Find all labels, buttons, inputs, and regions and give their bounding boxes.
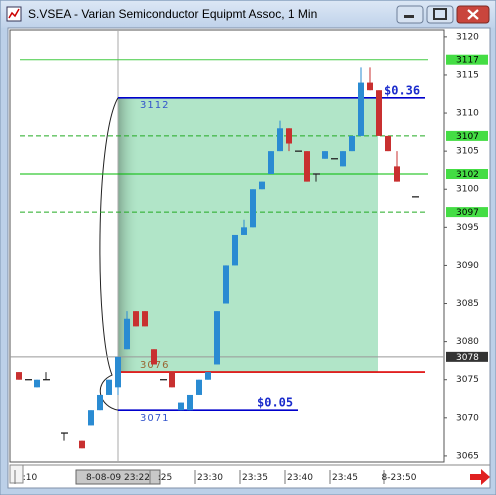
- scroll-arrow[interactable]: [470, 469, 490, 485]
- x-tick-label: 8-23:50: [382, 473, 417, 483]
- candle-body: [106, 379, 112, 395]
- candle-body: [133, 311, 139, 327]
- candle-body: [88, 410, 94, 426]
- candle-body: [34, 379, 40, 388]
- level-tag-label: 3078: [456, 353, 479, 363]
- candle-body: [79, 440, 85, 449]
- y-tick-label: 3065: [456, 451, 479, 461]
- candle-body: [277, 128, 283, 152]
- y-tick-label: 3095: [456, 223, 479, 233]
- candle-body: [97, 394, 103, 411]
- candle-body: [187, 394, 193, 411]
- candle-body: [115, 356, 121, 388]
- candle-body: [214, 311, 220, 365]
- close-button[interactable]: [456, 5, 490, 24]
- zone-shadow: [118, 97, 378, 373]
- plot-layer: 3117 3112 $0.36 3107 3102 3097 3078 3076 3071 $0.…: [10, 30, 488, 485]
- y-tick-label: 3115: [456, 70, 479, 80]
- level-tag-label: 3107: [456, 132, 479, 142]
- level-tag: [446, 54, 488, 65]
- level-label: 3071: [140, 413, 169, 424]
- candle-body: [124, 318, 130, 350]
- level-tag-label: 3102: [456, 170, 479, 180]
- maximize-button[interactable]: [426, 5, 454, 24]
- candle-body: [286, 128, 292, 144]
- candle-body: [232, 234, 238, 266]
- candle-body: [385, 135, 391, 152]
- candle-body: [367, 82, 373, 91]
- x-tick-label: 23:40: [287, 473, 313, 483]
- candle-body: [178, 402, 184, 411]
- window-icon: [6, 6, 22, 22]
- y-tick-label: 3080: [456, 337, 479, 347]
- y-tick-label: 3090: [456, 261, 479, 271]
- candle-body: [259, 181, 265, 190]
- level-tag-label: 3097: [456, 208, 479, 218]
- x-tick-label: 23:45: [332, 473, 358, 483]
- cursor-time-box: [75, 469, 161, 485]
- level-label: 3076: [140, 360, 169, 371]
- candle-body: [196, 379, 202, 395]
- y-tick-label: 3100: [456, 185, 479, 195]
- y-tick-label: 3110: [456, 109, 479, 119]
- candle-body: [376, 90, 382, 136]
- candle-body: [322, 151, 328, 159]
- level-tag-label: 3117: [456, 56, 479, 66]
- candle-body: [250, 189, 256, 228]
- candle-body: [151, 349, 157, 365]
- y-tick-label: 3120: [456, 32, 479, 42]
- x-tick-label: :10: [23, 473, 38, 483]
- candle-body: [268, 151, 274, 174]
- level-note: $0.05: [257, 396, 293, 410]
- level-tag: [446, 351, 488, 362]
- y-tick-label: 3105: [456, 147, 479, 157]
- level-tag: [446, 207, 488, 218]
- window-title: S.VSEA - Varian Semiconductor Equipmt As…: [28, 7, 317, 21]
- y-tick-label: 3070: [456, 413, 479, 423]
- level-tag: [446, 130, 488, 141]
- candle-body: [205, 372, 211, 380]
- level-note: $0.36: [384, 83, 420, 97]
- candle-body: [223, 265, 229, 304]
- minimize-button[interactable]: [396, 5, 424, 24]
- x-tick-label: 23:30: [197, 473, 223, 483]
- y-tick-label: 3075: [456, 375, 479, 385]
- candle-body: [142, 311, 148, 327]
- level-tag: [446, 169, 488, 179]
- candle-body: [241, 227, 247, 235]
- x-tick-label: 8-08-09 23:22: [86, 473, 150, 483]
- level-label: 3112: [140, 100, 169, 111]
- scroll-box[interactable]: [9, 464, 24, 484]
- candle-body: [358, 82, 364, 136]
- y-tick-label: 3085: [456, 299, 479, 309]
- candle-body: [304, 151, 310, 182]
- candle-body: [16, 372, 22, 380]
- x-tick-label: 23:35: [242, 473, 268, 483]
- candle-body: [340, 151, 346, 167]
- candle-body: [169, 372, 175, 388]
- x-tick-label: :25: [158, 473, 172, 483]
- candle-body: [394, 166, 400, 182]
- candle-body: [349, 135, 355, 152]
